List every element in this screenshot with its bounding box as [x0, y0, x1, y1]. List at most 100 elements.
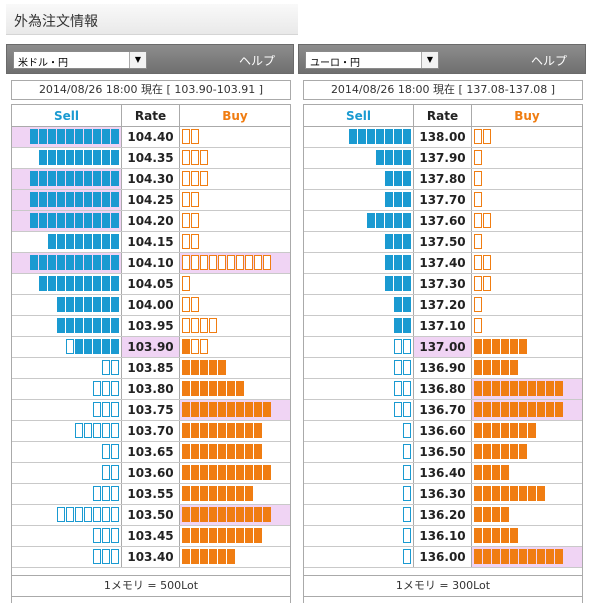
- buy-cell: [180, 190, 290, 210]
- buy-lot-block: [191, 402, 199, 417]
- sell-lot-block: [75, 213, 83, 228]
- rate-value: 104.35: [122, 148, 180, 168]
- buy-lot-block: [218, 528, 226, 543]
- chevron-down-icon[interactable]: ▼: [421, 52, 438, 68]
- sell-lot-block: [84, 129, 92, 144]
- buy-lot-block: [510, 381, 518, 396]
- usdjpy-panel: 米ドル・円 ▼ ヘルプ 2014/08/26 18:00 現在 [ 103.90…: [6, 44, 294, 603]
- help-link[interactable]: ヘルプ: [530, 54, 567, 68]
- sell-lot-block: [385, 171, 393, 186]
- rate-value: 103.45: [122, 526, 180, 546]
- buy-lot-block: [501, 549, 509, 564]
- buy-lot-block: [254, 423, 262, 438]
- buy-volume-bar: [474, 549, 563, 564]
- buy-lot-block: [254, 255, 262, 270]
- rate-value: 137.10: [414, 316, 472, 336]
- buy-lot-block: [191, 213, 199, 228]
- sell-volume-bar: [30, 255, 119, 270]
- sell-lot-block: [57, 255, 65, 270]
- sell-volume-bar: [57, 318, 119, 333]
- buy-lot-block: [200, 171, 208, 186]
- sell-lot-block: [111, 486, 119, 501]
- sell-lot-block: [385, 276, 393, 291]
- panel-header: 米ドル・円 ▼ ヘルプ: [6, 44, 294, 74]
- buy-lot-block: [209, 549, 217, 564]
- currency-pair-select[interactable]: 米ドル・円 ▼: [13, 51, 147, 69]
- buy-lot-block: [501, 360, 509, 375]
- buy-cell: [180, 505, 290, 525]
- order-row: 136.80: [304, 379, 582, 400]
- buy-volume-bar: [474, 465, 509, 480]
- sell-lot-block: [75, 129, 83, 144]
- sell-lot-block: [403, 423, 411, 438]
- buy-lot-block: [546, 402, 554, 417]
- order-row: 137.40: [304, 253, 582, 274]
- sell-lot-block: [84, 213, 92, 228]
- sell-lot-block: [111, 171, 119, 186]
- buy-lot-block: [236, 444, 244, 459]
- buy-cell: [472, 484, 582, 504]
- lot-scale-note: 1メモリ = 500Lot: [11, 575, 291, 597]
- sell-cell: [304, 148, 414, 168]
- buy-lot-block: [182, 255, 190, 270]
- order-row: 104.05: [12, 274, 290, 295]
- sell-cell: [304, 547, 414, 567]
- buy-lot-block: [182, 150, 190, 165]
- buy-lot-block: [200, 444, 208, 459]
- rate-value: 104.05: [122, 274, 180, 294]
- sell-lot-block: [394, 150, 402, 165]
- help-link[interactable]: ヘルプ: [238, 54, 275, 68]
- sell-lot-block: [93, 171, 101, 186]
- buy-volume-bar: [474, 213, 491, 228]
- sell-lot-block: [394, 402, 402, 417]
- sell-lot-block: [66, 150, 74, 165]
- buy-lot-block: [492, 486, 500, 501]
- sell-volume-bar: [30, 192, 119, 207]
- sell-lot-block: [102, 360, 110, 375]
- sell-lot-block: [403, 465, 411, 480]
- buy-cell: [180, 253, 290, 273]
- buy-volume-bar: [182, 276, 190, 291]
- order-row: 103.85: [12, 358, 290, 379]
- buy-lot-block: [501, 423, 509, 438]
- rate-value: 104.40: [122, 127, 180, 147]
- sell-lot-block: [57, 129, 65, 144]
- buy-lot-block: [254, 507, 262, 522]
- sell-volume-bar: [66, 339, 119, 354]
- order-row: 103.50: [12, 505, 290, 526]
- buy-lot-block: [510, 339, 518, 354]
- sell-lot-block: [394, 318, 402, 333]
- buy-cell: [472, 442, 582, 462]
- sell-lot-block: [403, 360, 411, 375]
- buy-volume-bar: [474, 150, 482, 165]
- buy-lot-block: [528, 423, 536, 438]
- buy-lot-block: [182, 381, 190, 396]
- buy-volume-bar: [474, 129, 491, 144]
- buy-cell: [472, 232, 582, 252]
- sell-lot-block: [403, 234, 411, 249]
- currency-pair-select[interactable]: ユーロ・円 ▼: [305, 51, 439, 69]
- buy-lot-block: [209, 486, 217, 501]
- sell-lot-block: [403, 444, 411, 459]
- sell-volume-bar: [30, 171, 119, 186]
- sell-volume-bar: [394, 318, 411, 333]
- buy-lot-block: [483, 507, 491, 522]
- buy-lot-block: [474, 150, 482, 165]
- sell-lot-block: [403, 339, 411, 354]
- buy-lot-block: [182, 423, 190, 438]
- sell-lot-block: [403, 213, 411, 228]
- order-row: 136.10: [304, 526, 582, 547]
- sell-volume-bar: [385, 255, 411, 270]
- order-row: 136.20: [304, 505, 582, 526]
- order-row: 103.95: [12, 316, 290, 337]
- buy-lot-block: [492, 444, 500, 459]
- rate-value: 136.00: [414, 547, 472, 567]
- buy-lot-block: [501, 339, 509, 354]
- order-row: 137.50: [304, 232, 582, 253]
- sell-lot-block: [102, 381, 110, 396]
- buy-cell: [472, 169, 582, 189]
- rate-value: 103.80: [122, 379, 180, 399]
- chevron-down-icon[interactable]: ▼: [129, 52, 146, 68]
- sell-volume-bar: [39, 150, 119, 165]
- order-row: 137.90: [304, 148, 582, 169]
